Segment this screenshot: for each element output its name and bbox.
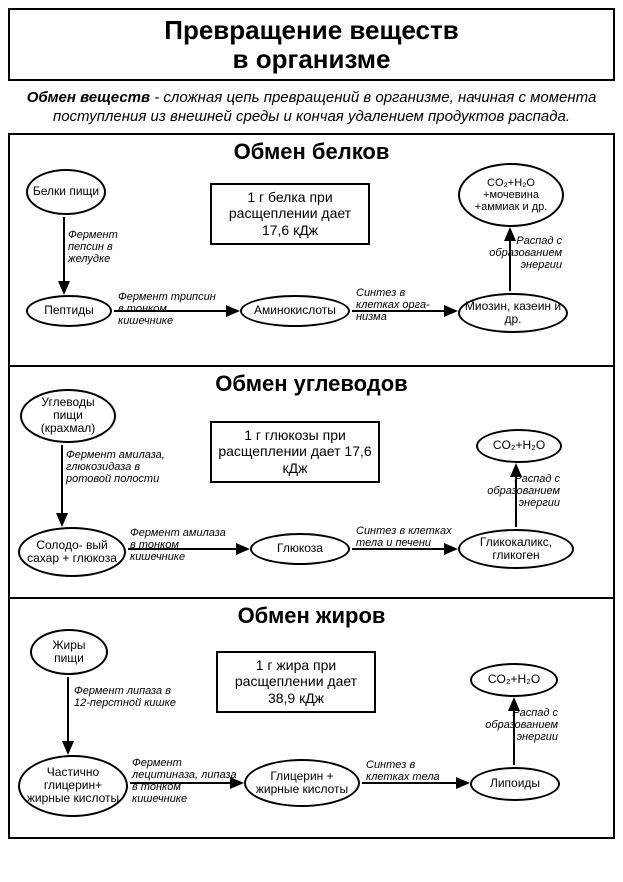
edge-lipase-duodenum: Фермент липаза в 12-перстной кишке xyxy=(74,685,184,709)
title-line2: в организме xyxy=(233,44,391,74)
edge-synthesis-fats: Синтез в клетках тела xyxy=(366,759,460,783)
node-products-carbs: CO₂+H₂O xyxy=(476,429,562,463)
edge-amylase-mouth: Фермент амилаза, глюкозидаза в ротовой п… xyxy=(66,449,166,485)
node-products-fats: CO₂+H₂O xyxy=(470,663,558,697)
edge-synthesis-proteins: Синтез в клетках орга- низма xyxy=(356,287,446,323)
intro-text: Обмен веществ - сложная цепь превращений… xyxy=(8,87,615,133)
edge-decay-carbs: Распад с образованием энергии xyxy=(450,473,560,509)
edge-amylase-intestine: Фермент амилаза в тонком кишечнике xyxy=(130,527,230,563)
node-glucose: Глюкоза xyxy=(250,533,350,565)
section-title-fats: Обмен жиров xyxy=(10,603,613,629)
node-lipoids: Липоиды xyxy=(470,767,560,801)
node-myosin: Миозин, казеин и др. xyxy=(458,293,568,333)
section-title-proteins: Обмен белков xyxy=(10,139,613,165)
node-partial-glycerin: Частично глицерин+ жирные кислоты xyxy=(18,755,128,817)
node-glycogen: Гликокаликс, гликоген xyxy=(458,529,574,569)
intro-lead: Обмен веществ xyxy=(27,89,150,106)
node-glycerin: Глицерин + жирные кислоты xyxy=(244,759,360,807)
edge-trypsin: Фермент трипсин в тонком кишечнике xyxy=(118,291,218,327)
node-proteins-food: Белки пищи xyxy=(26,169,106,215)
factbox-carbs: 1 г глюкозы при расщеплении дает 17,6 кД… xyxy=(210,421,380,483)
sections-container: Обмен белков Белки пищи Пептиды Аминокис… xyxy=(8,133,615,839)
node-fats-food: Жиры пищи xyxy=(30,629,108,675)
edge-pepsin: Фермент пепсин в желудке xyxy=(68,229,148,265)
edge-decay-proteins: Распад с образованием энергии xyxy=(452,235,562,271)
main-title: Превращение веществ в организме xyxy=(14,16,609,73)
node-maltose: Солодо- вый сахар + глюкоза xyxy=(18,527,126,577)
title-line1: Превращение веществ xyxy=(164,15,458,45)
edge-lecithinase: Фермент лецитиназа, липаза в тонком кише… xyxy=(132,757,238,805)
section-proteins: Обмен белков Белки пищи Пептиды Аминокис… xyxy=(10,135,613,367)
factbox-fats: 1 г жира при расщеплении дает 38,9 кДж xyxy=(216,651,376,713)
node-products-proteins: CO₂+H₂O +мочевина +аммиак и др. xyxy=(458,163,564,227)
main-title-box: Превращение веществ в организме xyxy=(8,8,615,81)
edge-decay-fats: Распад с образованием энергии xyxy=(446,707,558,743)
section-title-carbs: Обмен углеводов xyxy=(10,371,613,397)
section-carbs: Обмен углеводов Углеводы пищи (крахмал) … xyxy=(10,367,613,599)
node-aminoacids: Аминокислоты xyxy=(240,295,350,327)
section-fats: Обмен жиров Жиры пищи Частично глицерин+… xyxy=(10,599,613,837)
edge-synthesis-carbs: Синтез в клетках тела и печени xyxy=(356,525,452,549)
node-carbs-food: Углеводы пищи (крахмал) xyxy=(20,389,116,443)
node-peptides: Пептиды xyxy=(26,295,112,327)
factbox-proteins: 1 г белка при расщеплении дает 17,6 кДж xyxy=(210,183,370,245)
